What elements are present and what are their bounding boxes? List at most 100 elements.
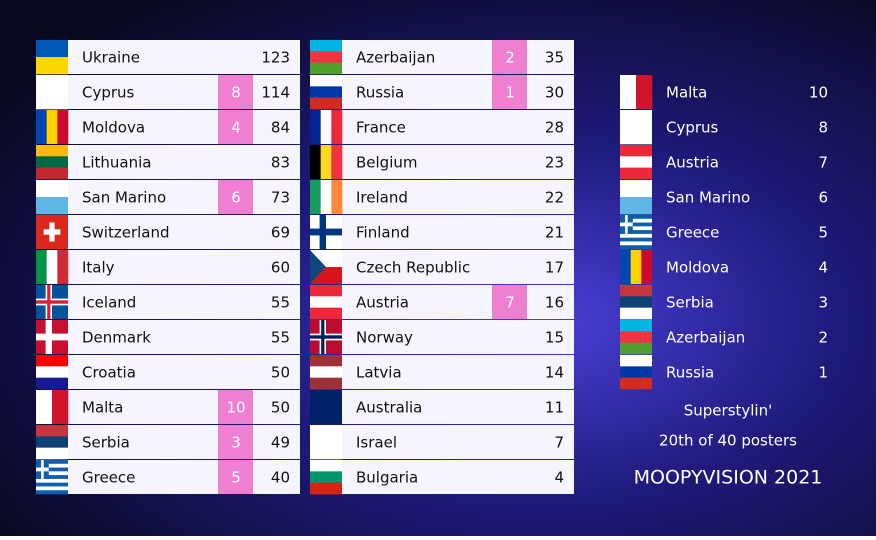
flag — [310, 390, 342, 425]
flag-part — [36, 333, 68, 341]
flag-part — [310, 471, 342, 483]
flag-part — [620, 167, 652, 180]
flag-part — [57, 250, 69, 284]
given-points: 1 — [818, 364, 828, 382]
total-points: 49 — [271, 434, 290, 452]
flag-part — [310, 40, 342, 52]
total-points: 35 — [545, 49, 564, 67]
country-name: Latvia — [356, 364, 402, 382]
total-points: 69 — [271, 224, 290, 242]
flag-part — [36, 475, 68, 480]
total-points: 4 — [554, 469, 564, 487]
flag-part — [36, 471, 68, 476]
country-name: Australia — [356, 399, 422, 417]
country-name: Malta — [82, 399, 123, 417]
row-background — [36, 425, 300, 459]
flag — [620, 75, 653, 109]
flag — [36, 215, 68, 249]
row-background — [310, 145, 574, 179]
flag-part — [36, 482, 68, 487]
flag — [36, 110, 69, 144]
flag — [36, 145, 68, 180]
received-badge — [218, 180, 253, 214]
flag — [310, 355, 342, 390]
given-country: Russia — [666, 364, 714, 382]
flag-part — [620, 377, 652, 390]
row-background — [36, 145, 300, 179]
country-name: Austria — [356, 294, 409, 312]
given-points: 6 — [818, 189, 828, 207]
flag — [310, 215, 342, 249]
flag-part — [36, 467, 68, 472]
row-background — [310, 250, 574, 284]
received-points: 2 — [505, 49, 515, 67]
flag — [36, 425, 68, 460]
received-badge — [492, 40, 527, 74]
flag-part — [36, 355, 68, 367]
given-points: 8 — [818, 119, 828, 137]
country-name: Switzerland — [82, 224, 170, 242]
flag-part — [36, 250, 47, 284]
flag-part — [310, 377, 342, 390]
flag — [310, 460, 342, 495]
flag — [620, 145, 652, 180]
given-country: Malta — [666, 84, 707, 102]
flag-part — [46, 250, 58, 284]
flag — [36, 320, 68, 354]
row-background — [36, 250, 300, 284]
flag-part — [620, 110, 652, 145]
total-points: 23 — [545, 154, 564, 172]
flag-part — [310, 62, 342, 75]
flag-part — [310, 86, 342, 98]
flag — [36, 180, 68, 215]
flag-part — [310, 425, 342, 460]
rank-caption: 20th of 40 posters — [659, 432, 797, 450]
flag-part — [641, 250, 653, 284]
flag — [620, 110, 652, 145]
flag-part — [310, 366, 342, 378]
flag-part — [36, 486, 68, 491]
flag-part — [620, 218, 652, 223]
given-country: Moldova — [666, 259, 729, 277]
flag-part — [620, 215, 652, 220]
flag-part — [620, 250, 631, 284]
flag-part — [310, 110, 321, 144]
flag-part — [620, 285, 652, 297]
given-country: Austria — [666, 154, 719, 172]
country-name: Bulgaria — [356, 469, 418, 487]
flag-part — [310, 228, 342, 236]
flag — [36, 250, 69, 284]
row-background — [36, 75, 300, 109]
flag-part — [36, 478, 68, 483]
flag-part — [36, 436, 68, 448]
flag-part — [320, 145, 332, 179]
flag-part — [620, 145, 652, 157]
flag-part — [36, 156, 68, 168]
row-background — [310, 390, 574, 424]
row-background — [310, 75, 574, 109]
flag-part — [620, 296, 652, 308]
flag-part — [310, 460, 342, 472]
total-points: 83 — [271, 154, 290, 172]
flag-part — [310, 145, 321, 179]
country-name: Serbia — [82, 434, 130, 452]
flag-part — [57, 110, 69, 144]
total-points: 22 — [545, 189, 564, 207]
flag — [310, 250, 342, 284]
given-points: 10 — [809, 84, 828, 102]
total-points: 28 — [545, 119, 564, 137]
flag-part — [36, 300, 68, 304]
country-name: Norway — [356, 329, 413, 347]
flag-part — [36, 490, 68, 495]
row-background — [310, 285, 574, 319]
flag-part — [620, 241, 652, 246]
total-points: 50 — [271, 364, 290, 382]
country-name: Greece — [82, 469, 135, 487]
flag-part — [36, 366, 68, 378]
flag-part — [620, 197, 652, 215]
flag-part — [36, 75, 68, 110]
row-background — [310, 320, 574, 354]
flag-part — [310, 307, 342, 320]
flag-part — [331, 110, 343, 144]
